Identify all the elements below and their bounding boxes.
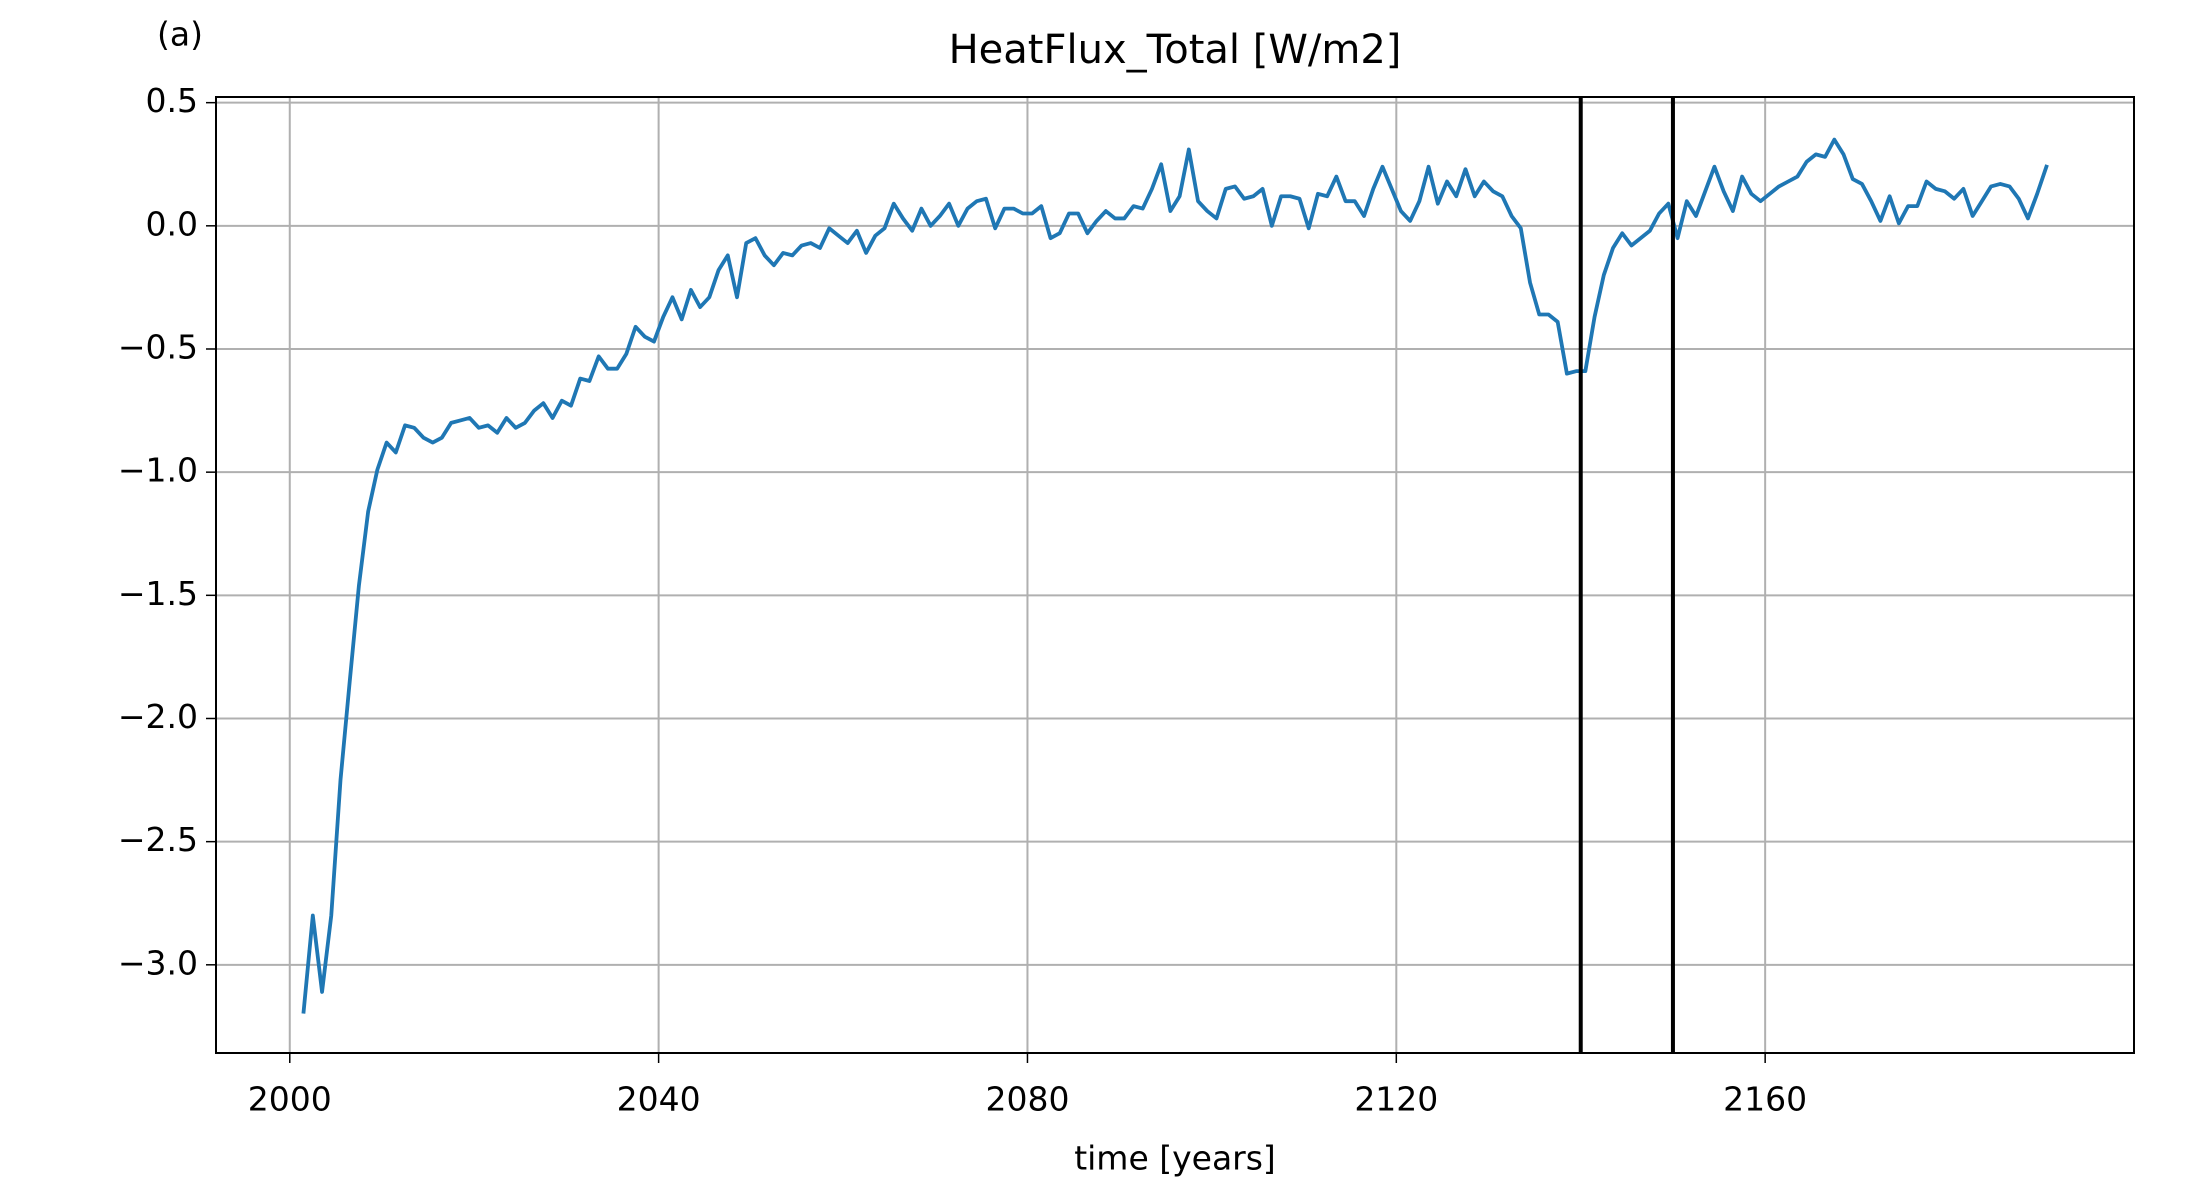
x-tick-label: 2160 (1723, 1080, 1807, 1119)
y-tick-label: −2.5 (118, 820, 198, 859)
x-axis-label: time [years] (1074, 1139, 1276, 1178)
y-tick-label: 0.5 (146, 81, 198, 120)
plot-frame (215, 96, 2135, 1054)
x-tick-label: 2040 (617, 1080, 701, 1119)
y-tick-label: −3.0 (118, 943, 198, 982)
x-tick-label: 2080 (985, 1080, 1069, 1119)
data-line (301, 137, 2049, 1014)
y-tick-label: −0.5 (118, 327, 198, 366)
y-tick-label: −2.0 (118, 697, 198, 736)
x-tick-label: 2120 (1354, 1080, 1438, 1119)
x-tick-label: 2000 (248, 1080, 332, 1119)
y-tick-label: −1.5 (118, 574, 198, 613)
panel-label: (a) (157, 15, 203, 54)
chart-title: HeatFlux_Total [W/m2] (949, 27, 1402, 73)
y-tick-label: −1.0 (118, 451, 198, 490)
y-tick-label: 0.0 (146, 204, 198, 243)
